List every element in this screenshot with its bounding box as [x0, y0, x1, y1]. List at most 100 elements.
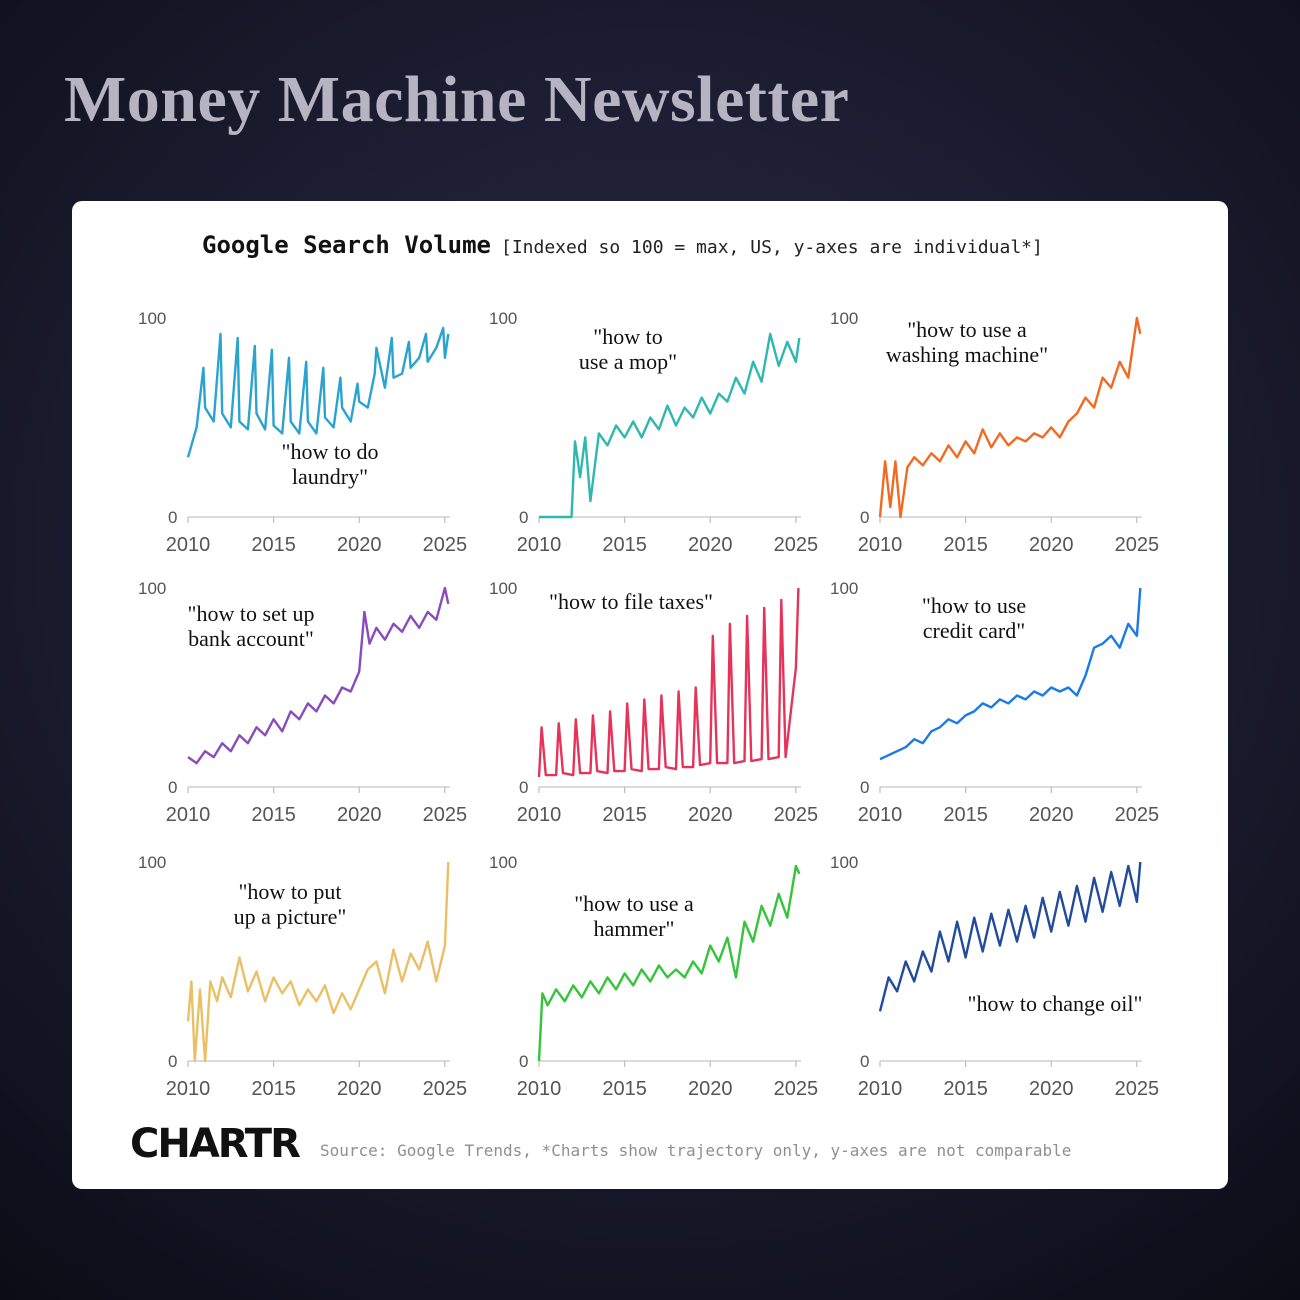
- series-label: "how to set up bank account": [188, 601, 315, 651]
- series-label-line: "how to file taxes": [549, 589, 713, 614]
- y-tick-label: 0: [519, 778, 528, 797]
- chart-card: Google Search Volume [Indexed so 100 = ma…: [72, 201, 1228, 1189]
- x-tick-label: 2020: [688, 1078, 733, 1100]
- newsletter-title: Money Machine Newsletter: [64, 63, 850, 136]
- x-tick-label: 2015: [251, 534, 296, 556]
- x-tick-label: 2025: [423, 804, 468, 826]
- series-line: [187, 586, 450, 765]
- x-tick-label: 2015: [251, 1078, 296, 1100]
- series-label-line: hammer": [593, 916, 674, 941]
- series-label: "how to change oil": [968, 991, 1143, 1016]
- y-tick-label: 0: [860, 508, 869, 527]
- y-tick-label: 0: [519, 508, 528, 527]
- y-tick-label: 100: [830, 309, 858, 328]
- y-tick-label: 0: [168, 508, 177, 527]
- x-tick-label: 2020: [1029, 1078, 1074, 1100]
- y-tick-label: 100: [489, 309, 517, 328]
- y-tick-label: 100: [489, 579, 517, 598]
- x-tick-label: 2020: [337, 1078, 382, 1100]
- chart-title-subtitle: [Indexed so 100 = max, US, y-axes are in…: [500, 237, 1043, 258]
- x-tick-label: 2025: [1115, 804, 1160, 826]
- series-label-line: "how to use: [922, 593, 1026, 618]
- x-tick-label: 2010: [166, 804, 211, 826]
- x-tick-label: 2015: [602, 534, 647, 556]
- x-tick-label: 2025: [774, 534, 819, 556]
- x-tick-label: 2025: [774, 1078, 819, 1100]
- x-tick-label: 2010: [858, 804, 903, 826]
- series-label-line: "how to use a: [574, 891, 694, 916]
- x-tick-label: 2020: [1029, 534, 1074, 556]
- chart-panel: 2010 2015 2020 2025 0 100 "how to change oil": [830, 853, 1159, 1100]
- series-label-line: "how to: [593, 324, 662, 349]
- series-label-line: up a picture": [234, 904, 347, 929]
- chart-panel: 2010 2015 2020 2025 0 100 "how to use a hammer": [489, 853, 818, 1100]
- x-tick-label: 2015: [943, 1078, 988, 1100]
- chart-panel: 2010 2015 2020 2025 0 100 "how to use a mop": [489, 309, 818, 556]
- y-tick-label: 100: [138, 309, 166, 328]
- series-label: "how to use a washing machine": [886, 317, 1048, 367]
- x-tick-label: 2010: [858, 1078, 903, 1100]
- series-line: [537, 587, 800, 778]
- x-tick-label: 2015: [943, 804, 988, 826]
- series-line: [878, 861, 1142, 1012]
- series-label-line: "how to change oil": [968, 991, 1143, 1016]
- chart-title-main: Google Search Volume: [202, 231, 491, 259]
- series-label-line: use a mop": [579, 349, 677, 374]
- y-tick-label: 0: [168, 1052, 177, 1071]
- chart-panel: 2010 2015 2020 2025 0 100 "how to file taxes": [489, 579, 818, 826]
- y-tick-label: 100: [830, 579, 858, 598]
- x-tick-label: 2015: [602, 1078, 647, 1100]
- source-note: Source: Google Trends, *Charts show traj…: [320, 1141, 1072, 1160]
- series-label-line: "how to do: [282, 439, 379, 464]
- x-tick-label: 2020: [337, 804, 382, 826]
- x-tick-label: 2020: [337, 534, 382, 556]
- chart-panel: 2010 2015 2020 2025 0 100 "how to put up a pict…: [138, 853, 467, 1100]
- series-label: "how to do laundry": [282, 439, 379, 489]
- series-label: "how to put up a picture": [234, 879, 347, 929]
- x-tick-label: 2020: [688, 804, 733, 826]
- chart-panel: 2010 2015 2020 2025 0 100 "how to use a washing…: [830, 309, 1159, 556]
- series-label-line: laundry": [292, 464, 368, 489]
- series-label-line: washing machine": [886, 342, 1048, 367]
- series-line: [539, 332, 801, 519]
- chartr-logo: CHARTR: [130, 1121, 301, 1167]
- y-tick-label: 0: [519, 1052, 528, 1071]
- y-tick-label: 100: [138, 853, 166, 872]
- y-tick-label: 100: [138, 579, 166, 598]
- series-line: [878, 316, 1142, 519]
- y-tick-label: 0: [860, 1052, 869, 1071]
- series-label-line: credit card": [923, 618, 1025, 643]
- x-tick-label: 2025: [423, 1078, 468, 1100]
- chart-title: Google Search Volume [Indexed so 100 = ma…: [202, 231, 1043, 259]
- chart-panel: 2010 2015 2020 2025 0 100 "how to do laundry": [138, 309, 467, 556]
- series-label-line: bank account": [188, 626, 314, 651]
- x-tick-label: 2015: [943, 534, 988, 556]
- y-tick-label: 0: [860, 778, 869, 797]
- x-tick-label: 2015: [251, 804, 296, 826]
- x-tick-label: 2025: [1115, 534, 1160, 556]
- y-tick-label: 100: [489, 853, 517, 872]
- x-tick-label: 2025: [774, 804, 819, 826]
- x-tick-label: 2015: [602, 804, 647, 826]
- chart-panel: 2010 2015 2020 2025 0 100 "how to set up bank a…: [138, 579, 467, 826]
- x-tick-label: 2020: [688, 534, 733, 556]
- series-label-line: "how to set up: [188, 601, 315, 626]
- x-tick-label: 2010: [858, 534, 903, 556]
- x-tick-label: 2010: [166, 534, 211, 556]
- series-label-line: "how to use a: [907, 317, 1027, 342]
- series-label: "how to use credit card": [922, 593, 1026, 643]
- x-tick-label: 2010: [517, 804, 562, 826]
- series-label: "how to use a hammer": [574, 891, 694, 941]
- x-tick-label: 2020: [1029, 804, 1074, 826]
- series-label-line: "how to put: [238, 879, 341, 904]
- x-tick-label: 2010: [517, 534, 562, 556]
- x-tick-label: 2010: [166, 1078, 211, 1100]
- y-tick-label: 0: [168, 778, 177, 797]
- series-line: [537, 864, 801, 1062]
- series-line: [186, 326, 450, 458]
- series-label: "how to file taxes": [549, 589, 713, 614]
- series-label: "how to use a mop": [579, 324, 677, 374]
- x-tick-label: 2025: [423, 534, 468, 556]
- x-tick-label: 2025: [1115, 1078, 1160, 1100]
